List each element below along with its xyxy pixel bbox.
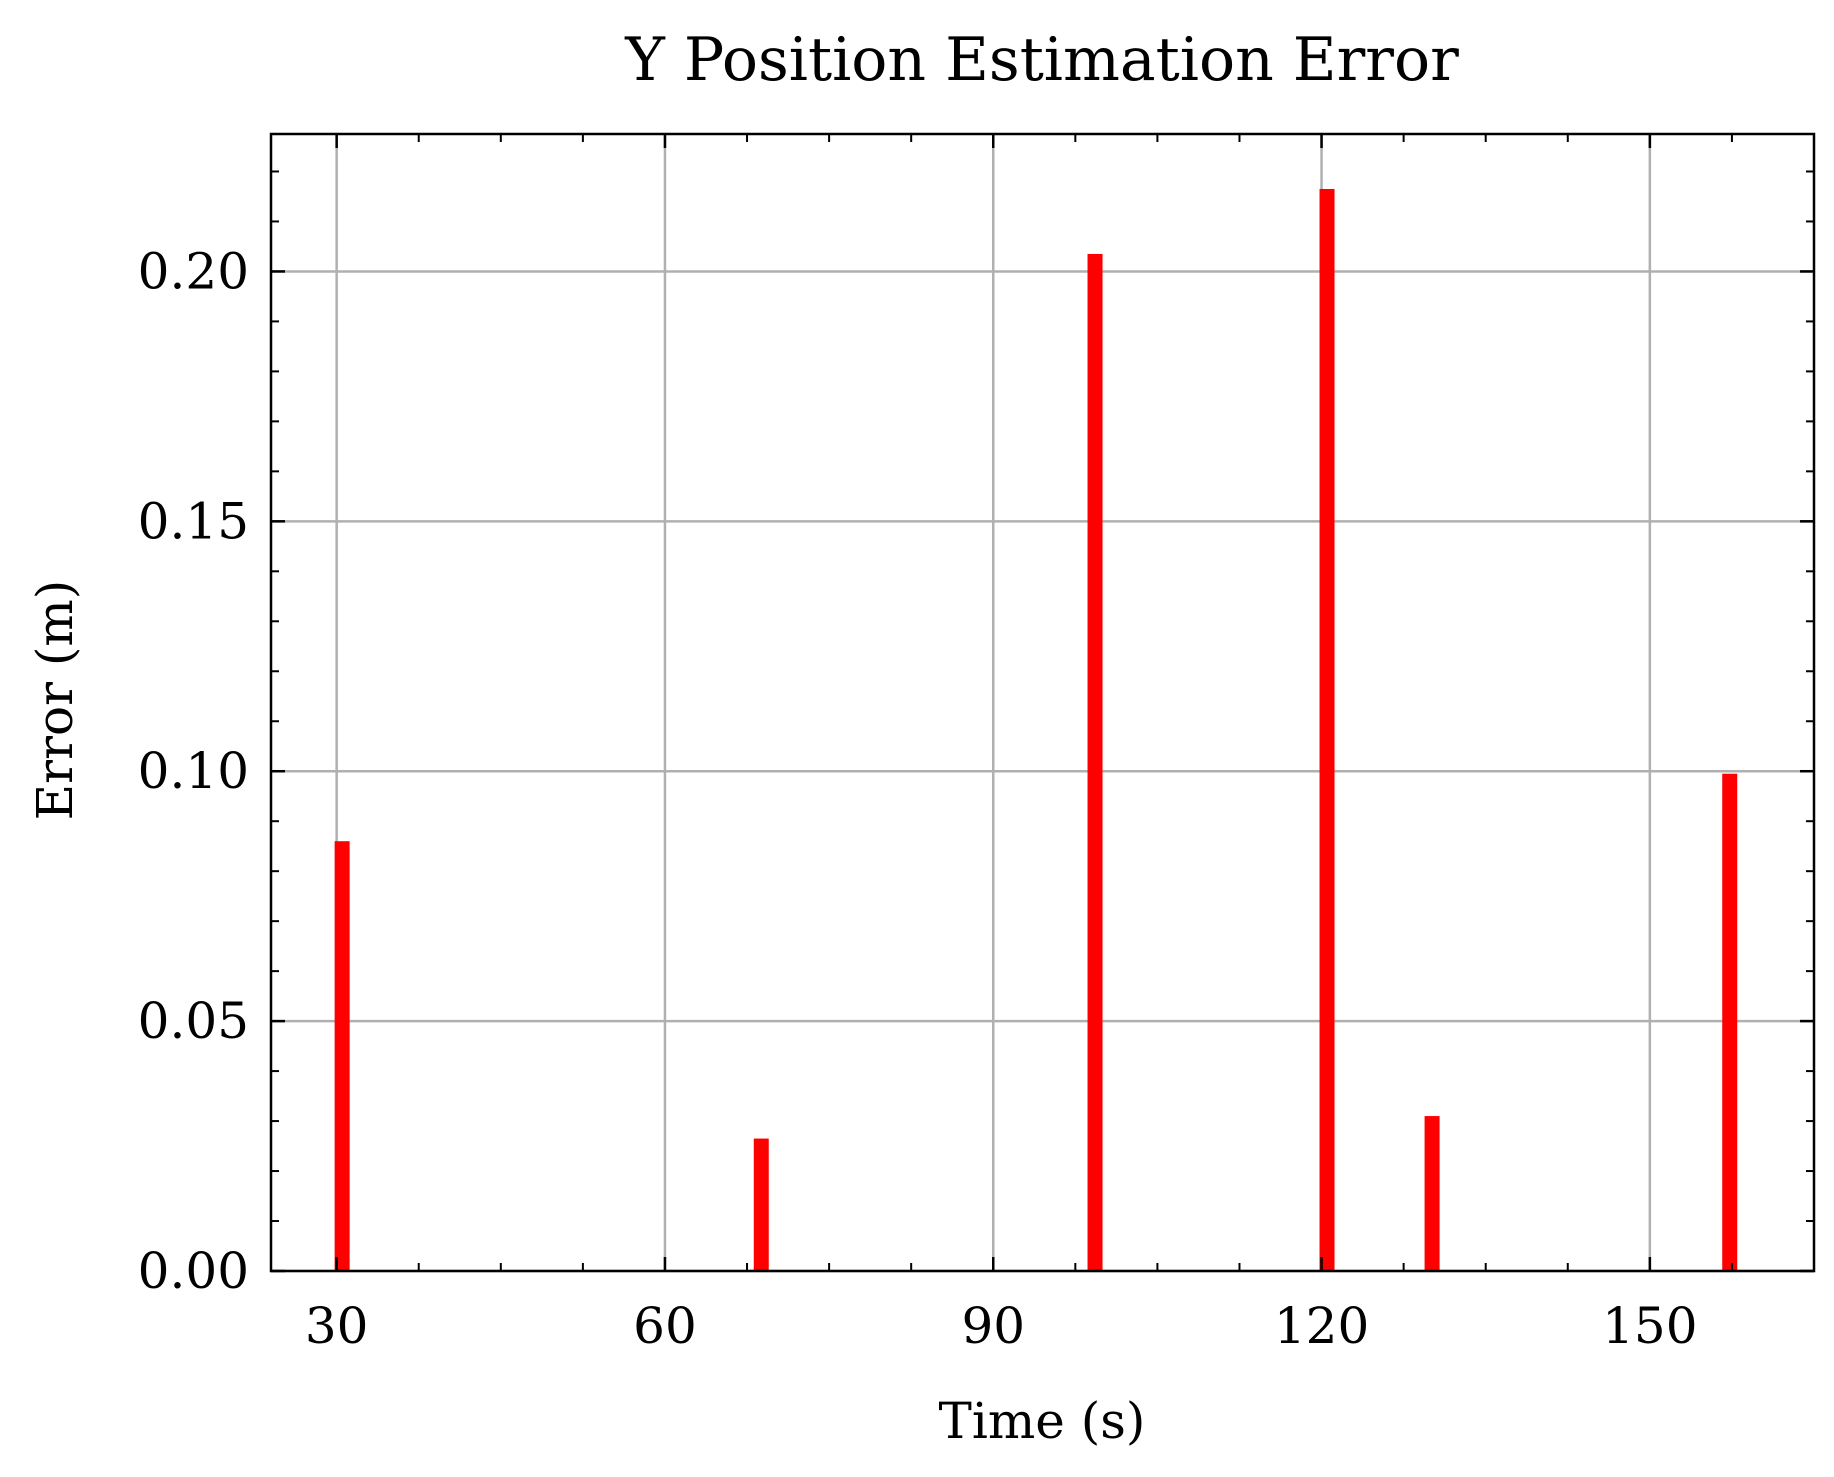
x-tick-labels: 30 60 90 120 150 <box>305 1297 1698 1355</box>
axis-ticks <box>271 134 1815 1273</box>
y-tick-label: 0.00 <box>138 1242 249 1300</box>
bar <box>1087 253 1103 1271</box>
y-tick-label: 0.20 <box>138 242 249 300</box>
y-axis-label: Error (m) <box>26 580 84 821</box>
y-tick-label: 0.05 <box>138 992 249 1050</box>
bar <box>334 841 350 1271</box>
x-axis-label: Time (s) <box>939 1392 1146 1450</box>
bar <box>1722 773 1738 1271</box>
y-tick-label: 0.15 <box>138 492 249 550</box>
plot-frame <box>269 132 1816 1273</box>
bar <box>1424 1116 1440 1271</box>
bars <box>334 188 1738 1271</box>
x-tick-label: 90 <box>961 1297 1025 1355</box>
x-tick-label: 120 <box>1274 1297 1369 1355</box>
x-tick-label: 60 <box>633 1297 697 1355</box>
grid-lines <box>271 134 1814 1273</box>
y-tick-labels: 0.00 0.05 0.10 0.15 0.20 <box>138 242 249 1300</box>
bar <box>1319 188 1335 1271</box>
y-tick-label: 0.10 <box>138 742 249 800</box>
x-tick-label: 30 <box>305 1297 369 1355</box>
x-tick-label: 150 <box>1602 1297 1697 1355</box>
bar <box>753 1138 769 1271</box>
chart-title: Y Position Estimation Error <box>624 25 1459 95</box>
